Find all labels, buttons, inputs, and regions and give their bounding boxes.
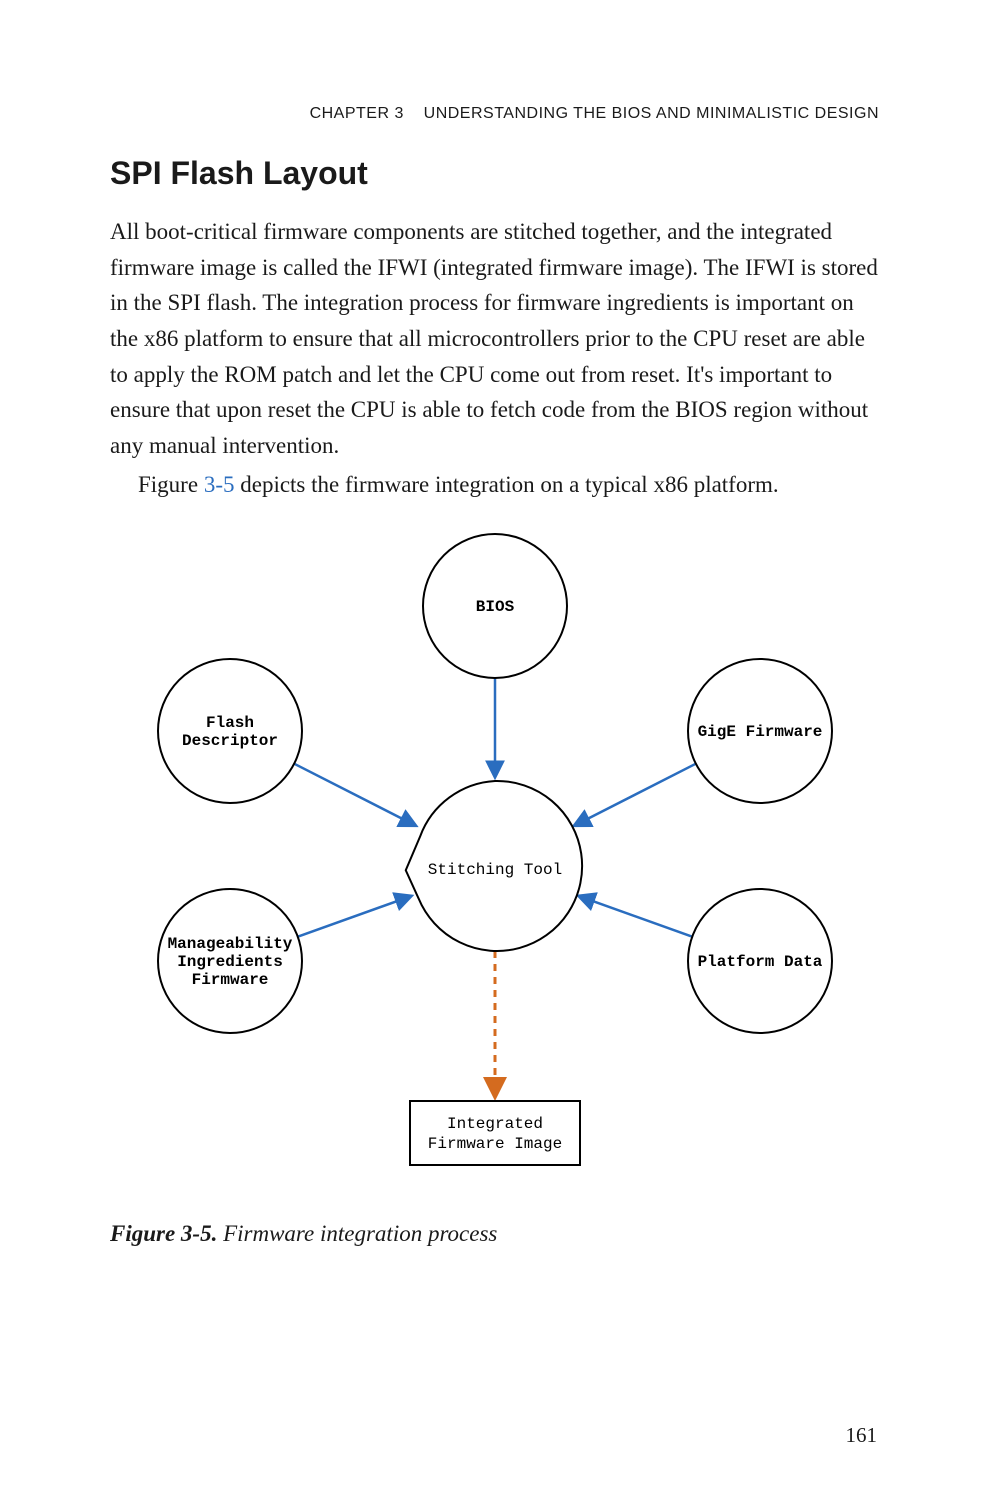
- node-bios: BIOS: [423, 534, 567, 678]
- svg-text:Descriptor: Descriptor: [181, 732, 277, 750]
- svg-text:Firmware: Firmware: [191, 971, 268, 989]
- edge-manage: [297, 896, 410, 937]
- paragraph-2: Figure 3-5 depicts the firmware integrat…: [110, 467, 879, 503]
- node-flash: FlashDescriptor: [158, 659, 302, 803]
- figure-caption: Figure 3-5. Firmware integration process: [110, 1221, 879, 1247]
- edge-gige: [574, 764, 696, 826]
- figure-reference-link[interactable]: 3-5: [204, 472, 235, 497]
- svg-text:BIOS: BIOS: [475, 598, 514, 616]
- firmware-integration-diagram: Stitching Tool BIOS FlashDescriptor GigE F…: [145, 521, 845, 1201]
- node-gige: GigE Firmware: [688, 659, 832, 803]
- chapter-label: CHAPTER 3: [310, 105, 404, 122]
- svg-text:GigE Firmware: GigE Firmware: [697, 723, 822, 741]
- svg-text:Platform Data: Platform Data: [697, 953, 822, 971]
- chapter-header: CHAPTER 3 UNDERSTANDING THE BIOS AND MIN…: [110, 105, 879, 123]
- svg-text:Firmware Image: Firmware Image: [427, 1135, 561, 1153]
- node-platform: Platform Data: [688, 889, 832, 1033]
- svg-text:Flash: Flash: [205, 714, 253, 732]
- edge-flash: [294, 764, 416, 826]
- page-number: 161: [846, 1423, 878, 1448]
- section-heading: SPI Flash Layout: [110, 155, 879, 192]
- svg-text:Ingredients: Ingredients: [177, 953, 283, 971]
- svg-text:Integrated: Integrated: [446, 1115, 542, 1133]
- svg-text:Manageability: Manageability: [167, 935, 292, 953]
- figure-title: Firmware integration process: [217, 1221, 497, 1246]
- svg-text:Stitching Tool: Stitching Tool: [427, 861, 561, 879]
- edge-platform: [578, 896, 691, 937]
- para2-post: depicts the firmware integration on a ty…: [234, 472, 778, 497]
- figure-number: Figure 3-5.: [110, 1221, 217, 1246]
- figure-diagram-container: Stitching Tool BIOS FlashDescriptor GigE F…: [110, 521, 879, 1201]
- center-node: Stitching Tool: [405, 781, 581, 951]
- para2-pre: Figure: [138, 472, 204, 497]
- paragraph-1: All boot-critical firmware components ar…: [110, 214, 879, 463]
- node-manage: ManageabilityIngredientsFirmware: [158, 889, 302, 1033]
- output-node: Integrated Firmware Image: [410, 1101, 580, 1165]
- chapter-title: UNDERSTANDING THE BIOS AND MINIMALISTIC …: [424, 105, 879, 122]
